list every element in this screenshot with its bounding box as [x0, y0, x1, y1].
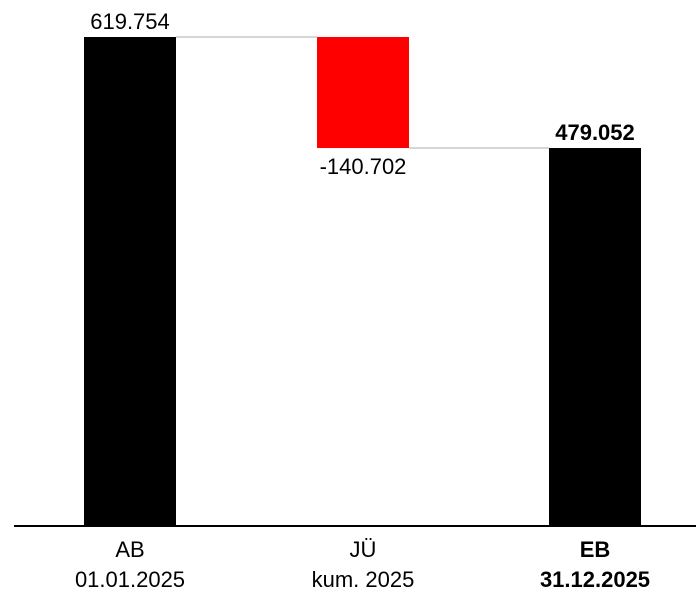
category-label-line1-1: AB	[115, 537, 144, 562]
bar-1	[84, 37, 176, 526]
category-label-line2-1: 01.01.2025	[75, 567, 185, 592]
value-labels: 619.754 -140.702 479.052	[90, 9, 635, 179]
category-label-line2-2: kum. 2025	[312, 567, 415, 592]
value-label-3: 479.052	[555, 120, 635, 145]
category-labels: AB 01.01.2025 JÜ kum. 2025 EB 31.12.2025	[75, 537, 650, 592]
bar-3	[549, 148, 641, 526]
bar-2	[317, 37, 409, 149]
category-label-line1-2: JÜ	[350, 537, 377, 562]
value-label-1: 619.754	[90, 9, 170, 34]
value-label-2: -140.702	[320, 154, 407, 179]
connector-lines	[176, 36, 549, 149]
category-label-line2-3: 31.12.2025	[540, 567, 650, 592]
category-label-line1-3: EB	[580, 537, 611, 562]
bars	[84, 37, 641, 526]
